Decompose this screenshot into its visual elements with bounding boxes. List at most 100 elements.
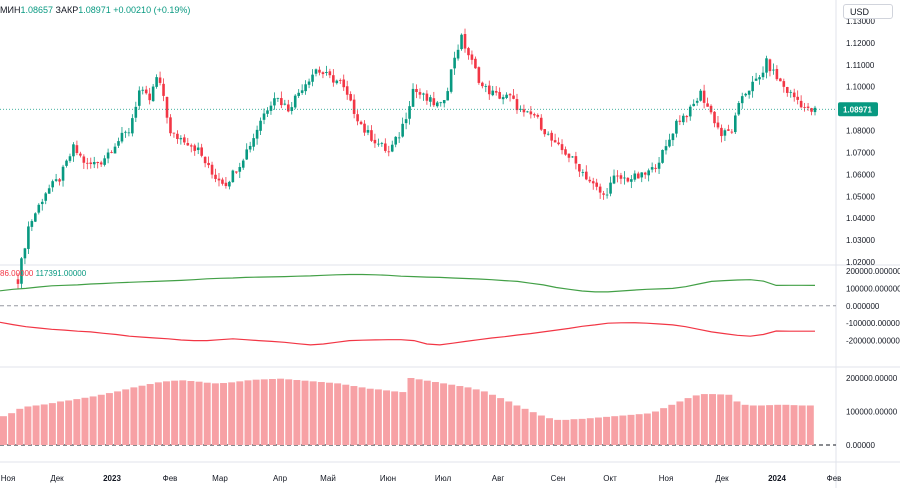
oi-bar xyxy=(97,394,105,445)
candle-body xyxy=(338,80,342,81)
candle-body xyxy=(16,279,20,284)
oi-bar xyxy=(586,418,594,445)
oi-bar xyxy=(782,404,790,445)
time-tick-label: Окт xyxy=(603,474,617,483)
candle-body xyxy=(269,105,273,111)
candle-body xyxy=(512,95,515,99)
candle-body xyxy=(702,90,706,103)
candle-body xyxy=(144,89,148,94)
oi-bar xyxy=(391,391,399,445)
candle-body xyxy=(137,90,141,106)
oi-bar xyxy=(260,379,268,445)
oi-tick-label: 200000.00000 xyxy=(846,374,898,383)
candle-body xyxy=(148,93,151,101)
candle-body xyxy=(262,113,266,120)
time-tick-label: Дек xyxy=(715,474,729,483)
oi-bar xyxy=(456,386,464,445)
candle-body xyxy=(286,104,290,112)
candle-body xyxy=(297,92,300,96)
candle-body xyxy=(231,170,235,183)
low-value: 1.08657 xyxy=(20,5,54,15)
green-series-value: 117391.00000 xyxy=(35,269,87,278)
oi-bar xyxy=(309,381,317,445)
oi-bar xyxy=(684,398,692,445)
candle-body xyxy=(179,138,183,140)
red-series-line xyxy=(0,321,815,346)
time-tick-label: Ноя xyxy=(1,474,16,483)
candle-body xyxy=(734,115,737,133)
candle-body xyxy=(633,173,637,180)
oi-bar xyxy=(513,405,521,445)
candle-body xyxy=(203,156,207,164)
candle-body xyxy=(664,146,668,151)
change-value: +0.00210 (+0.19%) xyxy=(113,5,191,15)
oi-bar xyxy=(342,384,350,445)
time-tick-label: Май xyxy=(320,474,336,483)
oi-bar xyxy=(537,415,545,445)
candle-body xyxy=(106,152,110,159)
candle-body xyxy=(602,193,605,195)
candle-body xyxy=(439,102,443,104)
candle-body xyxy=(543,129,547,135)
oi-bar xyxy=(374,389,382,445)
candle-body xyxy=(529,111,533,115)
oi-bar xyxy=(660,408,668,445)
candle-body xyxy=(151,86,155,102)
candle-body xyxy=(373,139,377,144)
candle-body xyxy=(657,162,661,169)
candle-body xyxy=(245,149,249,160)
candle-body xyxy=(224,182,228,187)
candle-body xyxy=(89,162,93,165)
candle-body xyxy=(401,123,404,137)
candle-body xyxy=(238,167,242,172)
candle-body xyxy=(397,137,401,139)
candle-body xyxy=(474,58,477,69)
candle-body xyxy=(661,149,664,163)
oi-bar xyxy=(383,390,390,445)
candle-body xyxy=(411,88,415,107)
candle-body xyxy=(325,72,328,73)
net-tick-label: -100000.000000 xyxy=(846,319,900,328)
oi-tick-label: 0.00000 xyxy=(846,441,875,450)
candle-body xyxy=(519,108,522,110)
candle-body xyxy=(217,178,221,181)
candle-body xyxy=(273,98,276,106)
currency-button[interactable]: USD xyxy=(843,4,893,19)
oi-tick-label: 100000.00000 xyxy=(846,408,898,417)
candle-body xyxy=(394,136,398,145)
candle-body xyxy=(609,182,612,194)
oi-bar xyxy=(293,380,301,445)
candle-body xyxy=(619,175,623,179)
price-tick-label: 1.07000 xyxy=(846,148,875,157)
candle-body xyxy=(595,182,598,187)
candle-body xyxy=(293,95,297,108)
candle-body xyxy=(384,143,387,151)
candle-body xyxy=(449,69,453,92)
red-series-value: 86.00000 xyxy=(0,269,34,278)
candlestick-series xyxy=(0,28,836,290)
oi-bar xyxy=(301,380,309,445)
price-tick-label: 1.11000 xyxy=(846,61,875,70)
candle-body xyxy=(498,92,501,99)
oi-bar xyxy=(244,380,252,445)
candle-body xyxy=(113,146,117,154)
candle-body xyxy=(228,181,231,187)
candle-body xyxy=(688,106,692,117)
candle-body xyxy=(377,143,380,145)
candle-body xyxy=(636,173,640,179)
candle-body xyxy=(484,86,488,87)
oi-bar xyxy=(774,404,782,445)
candle-body xyxy=(612,175,616,184)
oi-bar xyxy=(497,398,505,445)
candle-body xyxy=(785,87,789,93)
candle-body xyxy=(626,177,630,182)
candle-body xyxy=(332,75,335,83)
net-tick-label: 0.000000 xyxy=(846,302,880,311)
candle-body xyxy=(248,145,252,150)
oi-bar xyxy=(179,380,187,445)
last-price-marker xyxy=(838,102,878,117)
candle-body xyxy=(27,226,30,249)
candle-body xyxy=(796,96,799,100)
candle-body xyxy=(158,77,162,83)
